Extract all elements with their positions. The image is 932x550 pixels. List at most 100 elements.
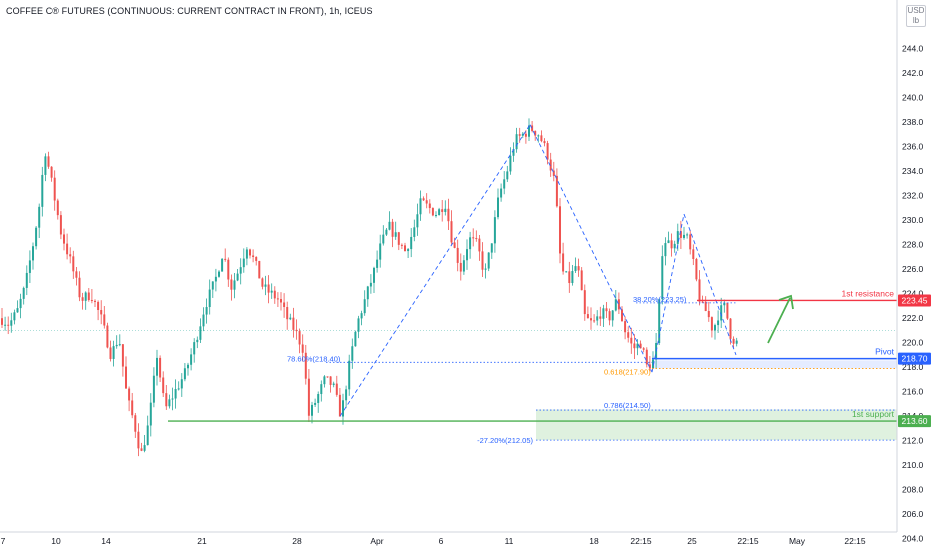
candle-body <box>159 357 162 378</box>
unit-currency: USD <box>907 6 925 15</box>
fib-leg-down <box>529 124 653 373</box>
candle-body <box>270 290 273 293</box>
candle-body <box>552 170 555 176</box>
candle-body <box>382 234 385 244</box>
pivot-label: Pivot <box>875 347 895 357</box>
candle-body <box>515 134 518 150</box>
candle-body <box>469 237 472 250</box>
price-tick-label: 228.0 <box>902 240 924 250</box>
candle-body <box>373 267 375 283</box>
candle-body <box>630 337 633 344</box>
candle-body <box>78 277 81 298</box>
time-tick-label: Apr <box>370 536 383 546</box>
candle-body <box>404 245 406 252</box>
candle-body <box>149 402 152 426</box>
candle-body <box>528 125 530 137</box>
candle-body <box>425 200 428 204</box>
candle-body <box>729 318 732 339</box>
time-axis[interactable]: 7 10 14 21 28 Apr 6 11 18 22:15 25 22:15 May 22:15 <box>0 531 897 546</box>
candle-body <box>385 229 388 235</box>
time-tick-label: 22:15 <box>844 536 866 546</box>
candle-body <box>143 445 146 451</box>
candle-body <box>168 399 171 407</box>
candle-body <box>112 346 115 359</box>
price-tick-label: 222.0 <box>902 313 924 323</box>
candle-body <box>602 308 605 319</box>
price-tick-label: 234.0 <box>902 166 924 176</box>
time-tick-label: 28 <box>292 536 302 546</box>
price-unit-badge[interactable]: USD lb <box>906 5 926 27</box>
candle-body <box>304 352 307 379</box>
candle-body <box>174 389 177 399</box>
candle-body <box>608 311 611 321</box>
candle-body <box>323 376 326 385</box>
time-tick-label: May <box>789 536 806 546</box>
candle-body <box>444 208 447 212</box>
candle-body <box>255 256 258 261</box>
candle-body <box>366 286 369 300</box>
candle-body <box>726 302 729 319</box>
candle-body <box>574 266 577 272</box>
candle-body <box>128 388 131 401</box>
candle-body <box>559 206 561 254</box>
candle-body <box>338 394 341 417</box>
candle-body <box>75 271 78 278</box>
price-tick-label: 226.0 <box>902 264 924 274</box>
candle-body <box>19 298 22 309</box>
candle-body <box>472 237 475 239</box>
candle-body <box>701 301 704 303</box>
candle-body <box>121 344 124 367</box>
candle-body <box>438 209 441 216</box>
candle-body <box>230 279 233 290</box>
candle-body <box>295 329 298 332</box>
price-tick-label: 206.0 <box>902 509 924 519</box>
candle-body <box>326 376 329 378</box>
candle-body <box>627 332 630 338</box>
candle-body <box>686 234 689 236</box>
candle-body <box>456 247 459 263</box>
candle-body <box>506 171 509 180</box>
candle-body <box>391 221 394 237</box>
candle-body <box>543 141 546 144</box>
candle-body <box>264 284 267 287</box>
candle-body <box>16 308 19 313</box>
pivot-price-text: 218.70 <box>902 354 928 364</box>
candle-body <box>50 166 53 178</box>
candle-body <box>450 221 453 243</box>
candle-body <box>249 249 251 256</box>
candle-body <box>435 215 437 217</box>
unit-measure: lb <box>912 16 920 25</box>
candle-body <box>94 300 96 302</box>
price-tick-label: 208.0 <box>902 485 924 495</box>
candle-body <box>152 375 155 403</box>
price-tick-label: 240.0 <box>902 93 924 103</box>
candle-body <box>453 242 456 248</box>
candle-body <box>13 312 16 321</box>
candle-body <box>407 249 410 252</box>
pivot-price-tag <box>898 352 931 365</box>
candle-body <box>301 344 304 353</box>
candle-body <box>137 431 140 449</box>
candle-body <box>261 278 264 287</box>
time-tick-label: 7 <box>1 536 6 546</box>
drawings <box>168 124 897 441</box>
candle-body <box>81 297 84 301</box>
candle-body <box>531 125 534 131</box>
candle-body <box>165 393 168 407</box>
price-axis[interactable]: 204.0206.0208.0210.0212.0214.0216.0218.0… <box>896 0 931 544</box>
candle-body <box>673 243 676 249</box>
candle-body <box>335 383 338 395</box>
candle-body <box>41 174 44 207</box>
candle-body <box>208 289 211 308</box>
candle-body <box>218 271 220 277</box>
candle-body <box>267 284 270 293</box>
candle-body <box>351 346 354 361</box>
candle-body <box>97 301 100 311</box>
candle-body <box>273 290 276 299</box>
candle-body <box>360 313 363 319</box>
candle-body <box>25 272 28 288</box>
candle-body <box>648 364 651 369</box>
candle-body <box>521 133 524 136</box>
candle-body <box>298 331 301 345</box>
